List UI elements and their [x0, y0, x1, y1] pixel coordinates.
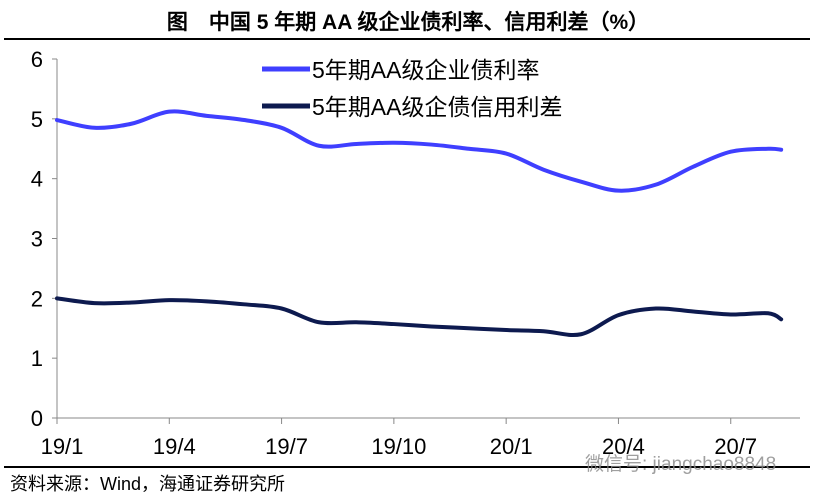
y-tick-label: 6	[31, 47, 43, 72]
top-rule	[4, 38, 810, 40]
source-note: 资料来源：Wind，海通证券研究所	[10, 474, 286, 494]
series-line-1	[55, 109, 784, 193]
x-tick-label: 20/4	[602, 434, 645, 459]
watermark: 微信号: jiangchao8848	[585, 454, 777, 475]
x-tick-label: 19/4	[153, 434, 196, 459]
x-tick-label: 20/1	[490, 434, 533, 459]
y-tick-label: 1	[31, 346, 43, 371]
y-tick-label: 2	[31, 286, 43, 311]
x-tick-label: 19/1	[41, 434, 84, 459]
y-tick-label: 5	[31, 107, 43, 132]
bottom-rule	[4, 466, 810, 468]
x-tick-label: 19/10	[371, 434, 426, 459]
y-tick-label: 3	[31, 227, 43, 252]
legend-label-1: 5年期AA级企业债利率	[312, 57, 539, 83]
y-tick-label: 4	[31, 167, 43, 192]
x-tick-label: 20/7	[714, 434, 757, 459]
y-tick-label: 0	[31, 406, 43, 431]
legend-label-2: 5年期AA级企债信用利差	[312, 94, 562, 120]
chart-title: 图 中国 5 年期 AA 级企业债利率、信用利差（%）	[166, 11, 650, 34]
x-tick-label: 19/7	[265, 434, 308, 459]
series-line-2	[55, 296, 784, 337]
